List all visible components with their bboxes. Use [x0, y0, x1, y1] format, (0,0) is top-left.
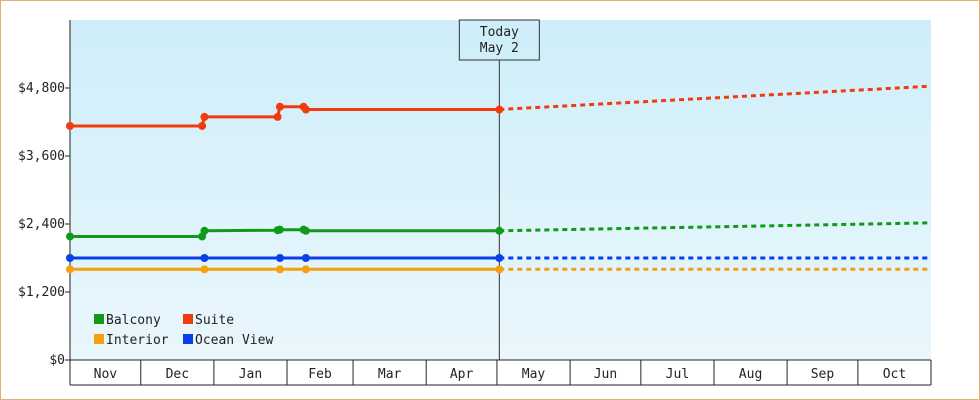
- plot-area: [70, 20, 931, 360]
- legend-swatch: [183, 314, 193, 324]
- data-point: [198, 121, 207, 130]
- data-point: [301, 226, 310, 235]
- today-label-line1: Today: [480, 25, 519, 40]
- x-tick-label: Feb: [308, 367, 332, 382]
- x-tick-label: Sep: [811, 367, 835, 382]
- today-label-line2: May 2: [480, 41, 519, 56]
- x-tick-label: Dec: [166, 367, 189, 382]
- data-point: [301, 105, 310, 114]
- x-tick-label: Nov: [94, 367, 118, 382]
- data-point: [301, 254, 310, 262]
- y-tick-label: $1,200: [18, 285, 65, 300]
- x-tick-label: Apr: [450, 367, 474, 382]
- legend-item-interior: Interior: [94, 333, 169, 348]
- data-point: [275, 254, 284, 262]
- data-point: [200, 112, 209, 121]
- legend: Balcony Suite Interior Ocean View: [94, 313, 273, 348]
- data-point: [495, 226, 504, 235]
- data-point: [495, 105, 504, 114]
- data-point: [273, 112, 282, 121]
- x-tick-label: Jun: [594, 367, 617, 382]
- y-tick-label: $4,800: [18, 81, 65, 96]
- legend-swatch: [94, 314, 104, 324]
- data-point: [200, 254, 209, 262]
- x-tick-label: Aug: [739, 367, 762, 382]
- x-tick-label: Jul: [666, 367, 689, 382]
- series-ocean-view: [66, 254, 929, 262]
- legend-label: Suite: [195, 313, 234, 328]
- legend-swatch: [94, 334, 104, 344]
- data-point: [301, 265, 310, 274]
- series-suite: [66, 84, 929, 130]
- legend-label: Balcony: [106, 313, 161, 328]
- y-tick-label: $0: [49, 353, 65, 368]
- data-point: [275, 225, 284, 234]
- y-axis: $0 $1,200 $2,400 $3,600 $4,800: [18, 20, 71, 368]
- data-point: [200, 265, 209, 274]
- legend-item-ocean-view: Ocean View: [183, 333, 273, 348]
- data-point: [495, 254, 504, 262]
- data-point: [495, 265, 504, 274]
- y-tick-label: $3,600: [18, 149, 65, 164]
- legend-item-balcony: Balcony: [94, 313, 161, 328]
- x-tick-label: Jan: [239, 367, 262, 382]
- x-tick-label: Mar: [378, 367, 402, 382]
- series-layer: [66, 84, 929, 274]
- data-point: [66, 121, 74, 130]
- legend-label: Ocean View: [195, 333, 273, 348]
- x-tick-label: Oct: [883, 367, 906, 382]
- today-label-box: [458, 19, 540, 61]
- data-point: [66, 254, 74, 262]
- y-tick-label: $2,400: [18, 217, 65, 232]
- data-point: [275, 265, 284, 274]
- data-point: [275, 102, 284, 111]
- data-point: [66, 232, 74, 241]
- legend-label: Interior: [106, 333, 169, 348]
- x-tick-label: May: [522, 367, 546, 382]
- x-axis: Nov Dec Jan Feb Mar Apr May Jun Jul Aug Sep Oct: [69, 359, 932, 386]
- series-balcony: [66, 221, 929, 241]
- legend-swatch: [183, 334, 193, 344]
- data-point: [66, 265, 74, 274]
- series-interior: [66, 265, 929, 274]
- data-point: [200, 226, 209, 235]
- legend-item-suite: Suite: [183, 313, 234, 328]
